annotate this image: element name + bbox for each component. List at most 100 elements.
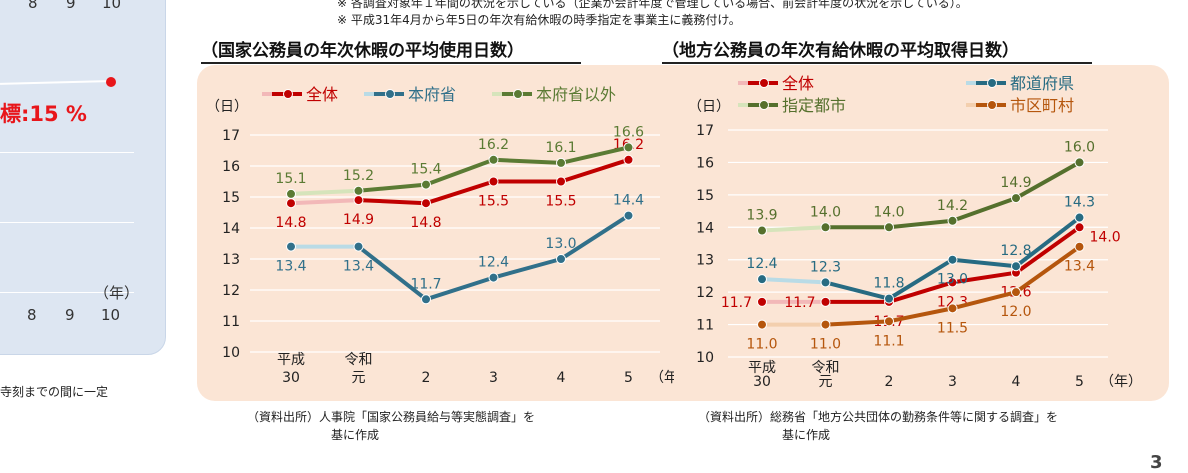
legend-marker [987, 78, 997, 88]
data-point [757, 319, 767, 330]
page-number: 3 [1150, 452, 1163, 473]
left-gridline [0, 152, 134, 153]
tick-label: 8 [28, 0, 38, 12]
x-tick-label: 5 [1075, 374, 1084, 390]
data-label: 12.4 [746, 256, 777, 272]
y-axis-label: （日） [688, 99, 730, 115]
left-footnote: 寺刻までの間に一定 [0, 385, 109, 399]
x-tick-label: 平成 [277, 352, 305, 368]
data-label: 15.4 [410, 162, 441, 178]
data-label: 13.9 [746, 208, 777, 224]
data-point [947, 215, 958, 226]
data-point [623, 142, 634, 153]
x-tick-label: 元 [819, 374, 833, 390]
tick-label: 8 [27, 306, 37, 324]
data-point [947, 277, 958, 288]
legend-marker [385, 89, 395, 99]
series-line-start [760, 277, 828, 285]
data-point [1074, 241, 1085, 252]
y-tick-label: 15 [696, 188, 714, 204]
data-point [757, 225, 767, 236]
chart-title-local: （地方公務員の年次有給休暇の平均取得日数） [662, 36, 1092, 64]
data-label: 14.2 [937, 198, 968, 214]
data-point [421, 179, 431, 190]
data-label: 11.7 [410, 276, 441, 292]
legend-label: 全体 [782, 74, 814, 93]
x-tick-label: 令和 [812, 360, 840, 376]
y-tick-label: 15 [222, 190, 240, 206]
x-axis-label: （年） [650, 370, 674, 386]
data-label: 11.0 [746, 337, 777, 353]
data-label: 13.4 [343, 259, 374, 275]
data-point [286, 188, 296, 199]
left-target-marker [106, 77, 116, 87]
legend-label: 都道府県 [1010, 74, 1074, 93]
data-point [421, 198, 431, 209]
tick-label: 10 [102, 0, 122, 12]
data-label: 12.0 [1000, 304, 1031, 320]
data-point [556, 157, 566, 168]
data-label: 14.9 [1000, 175, 1031, 191]
data-label: 14.9 [343, 212, 374, 228]
data-label: 16.6 [613, 124, 644, 140]
y-axis-label: （日） [206, 99, 248, 115]
left-gridline [0, 222, 134, 223]
left-year-unit: （年） [94, 284, 140, 302]
data-point [623, 210, 634, 221]
data-point [623, 154, 634, 165]
y-tick-label: 14 [222, 221, 240, 237]
data-point [556, 176, 566, 187]
data-point [286, 241, 296, 252]
series-line-start [289, 198, 361, 206]
data-label: 15.1 [275, 171, 306, 187]
x-tick-label: 4 [1012, 374, 1021, 390]
data-point [353, 241, 364, 252]
data-point [1074, 212, 1085, 223]
data-point [947, 254, 958, 265]
series-line-start [289, 188, 361, 196]
legend-label: 市区町村 [1010, 96, 1074, 115]
source-local: （資料出所）総務省「地方公共団体の勤務条件等に関する調査」を 基に作成 [698, 410, 1059, 442]
x-axis-label: （年） [1100, 374, 1142, 390]
chart-area-background [197, 65, 1169, 401]
y-tick-label: 13 [222, 252, 240, 268]
data-label: 13.0 [937, 272, 968, 288]
y-tick-label: 10 [222, 345, 240, 361]
data-point [820, 277, 831, 288]
data-label: 16.0 [1064, 139, 1095, 155]
data-point [488, 176, 499, 187]
data-label: 16.2 [478, 137, 509, 153]
data-point [820, 319, 831, 330]
x-tick-label: 2 [422, 370, 431, 386]
data-point [488, 272, 499, 283]
data-label: 13.4 [275, 259, 306, 275]
legend-label: 全体 [306, 85, 338, 104]
legend-marker [987, 100, 997, 110]
legend-label: 本府省以外 [536, 85, 616, 104]
data-point [353, 195, 364, 206]
data-label: 11.7 [721, 295, 752, 311]
data-label: 14.8 [275, 215, 306, 231]
left-chart-panel [0, 0, 166, 355]
data-label: 13.4 [1064, 259, 1095, 275]
x-tick-label: 3 [948, 374, 957, 390]
data-point [757, 274, 767, 285]
data-label: 15.5 [545, 194, 576, 210]
y-tick-label: 16 [696, 155, 714, 171]
y-tick-label: 17 [222, 128, 240, 144]
data-point [884, 293, 894, 304]
x-tick-label: 元 [352, 370, 366, 386]
data-point [421, 294, 431, 305]
y-tick-label: 13 [696, 253, 714, 269]
y-tick-label: 10 [696, 350, 714, 366]
data-point [757, 296, 767, 307]
data-point [556, 254, 566, 264]
data-point [353, 185, 364, 196]
x-tick-label: 4 [557, 370, 566, 386]
legend-marker [759, 78, 769, 88]
data-label: 12.3 [810, 259, 841, 275]
y-tick-label: 17 [696, 123, 714, 139]
left-target-label: 標:15 % [0, 102, 87, 126]
x-tick-label: 2 [885, 374, 894, 390]
